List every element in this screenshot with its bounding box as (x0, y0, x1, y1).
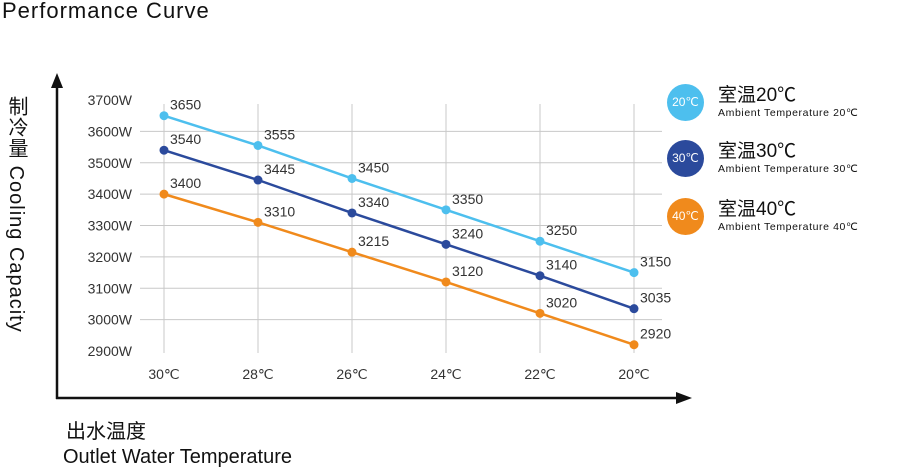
data-point (253, 175, 263, 185)
x-axis-label-en: Outlet Water Temperature (63, 446, 292, 468)
x-tick-label: 28℃ (242, 366, 273, 382)
legend-label-en: Ambient Temperature 30℃ (718, 163, 859, 175)
data-label: 3540 (170, 131, 201, 147)
y-tick-label: 3000W (88, 312, 133, 328)
y-tick-label: 3200W (88, 249, 133, 265)
data-point (629, 304, 639, 314)
data-point (535, 236, 545, 246)
series-line-20℃ (163, 114, 635, 274)
data-point (441, 239, 451, 249)
data-label: 3340 (358, 194, 389, 210)
y-tick-label: 3100W (88, 280, 133, 296)
data-label: 3035 (640, 290, 671, 306)
data-point (347, 208, 357, 218)
x-axis-label-cn: 出水温度 (66, 421, 146, 443)
legend-label-cn: 室温20℃ (718, 85, 797, 106)
data-label: 3310 (264, 203, 295, 219)
series-line-30℃ (163, 149, 635, 310)
y-axis-label-en: Cooling Capacity (5, 165, 27, 333)
series-line-40℃ (163, 192, 635, 346)
legend-badge: 30℃ (667, 140, 704, 177)
x-axis-arrow-icon (676, 392, 692, 404)
y-tick-label: 3500W (88, 155, 133, 171)
data-point (159, 145, 169, 155)
data-point (535, 271, 545, 281)
data-label: 3250 (546, 222, 577, 238)
data-point (347, 247, 357, 257)
data-point (535, 308, 545, 318)
legend-badge: 40℃ (667, 198, 704, 235)
data-label: 3215 (358, 233, 389, 249)
data-label: 3240 (452, 225, 483, 241)
y-tick-label: 3700W (88, 92, 133, 108)
x-tick-label: 24℃ (430, 366, 461, 382)
x-tick-label: 26℃ (336, 366, 367, 382)
data-label: 2920 (640, 326, 671, 342)
y-axis-label-cn: 制冷量 (5, 96, 27, 159)
data-label: 3555 (264, 126, 295, 142)
y-tick-label: 3600W (88, 123, 133, 139)
data-label: 3400 (170, 175, 201, 191)
data-label: 3450 (358, 159, 389, 175)
data-point (253, 140, 263, 150)
legend-label-en: Ambient Temperature 20℃ (718, 107, 859, 119)
data-label: 3350 (452, 191, 483, 207)
data-label: 3650 (170, 97, 201, 113)
x-tick-label: 20℃ (618, 366, 649, 382)
y-tick-label: 2900W (88, 343, 133, 359)
x-tick-label: 22℃ (524, 366, 555, 382)
data-point (159, 189, 169, 199)
data-point (629, 340, 639, 350)
y-tick-label: 3300W (88, 218, 133, 234)
data-label: 3120 (452, 263, 483, 279)
data-label: 3150 (640, 254, 671, 270)
legend-label-cn: 室温40℃ (718, 199, 797, 220)
data-point (441, 205, 451, 215)
data-point (347, 173, 357, 183)
data-label: 3445 (264, 161, 295, 177)
data-point (159, 111, 169, 121)
legend-label-en: Ambient Temperature 40℃ (718, 221, 859, 233)
chart-title: Performance Curve (2, 0, 210, 23)
legend-label-cn: 室温30℃ (718, 141, 797, 162)
data-point (629, 268, 639, 278)
y-tick-label: 3400W (88, 186, 133, 202)
legend-badge: 20℃ (667, 84, 704, 121)
data-point (441, 277, 451, 287)
data-point (253, 217, 263, 227)
y-axis-arrow-icon (51, 73, 63, 88)
x-tick-label: 30℃ (148, 366, 179, 382)
y-axis-label: 制冷量 Cooling Capacity (5, 96, 31, 333)
data-label: 3020 (546, 294, 577, 310)
data-label: 3140 (546, 257, 577, 273)
